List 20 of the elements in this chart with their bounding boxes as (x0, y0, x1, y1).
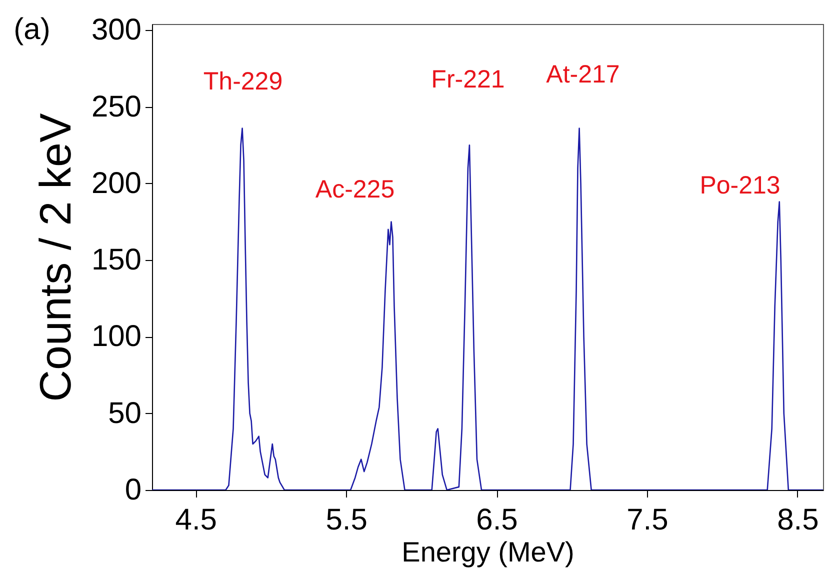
text: (a) (14, 13, 50, 47)
y-axis-title: Counts / 2 keV (31, 112, 80, 402)
x-tick-label: 8.5 (777, 504, 819, 536)
y-tick-label: 200 (91, 166, 142, 200)
x-tick-label: 6.5 (476, 504, 518, 536)
y-tick-label: 0 (124, 474, 142, 506)
y-tick-label: 50 (108, 396, 142, 430)
x-tick-label: 5.5 (326, 504, 368, 536)
annotation: At-217 (546, 60, 620, 90)
annotation: Ac-225 (315, 176, 395, 204)
x-tick-label: 4.5 (175, 504, 217, 536)
annotation: Th-229 (203, 68, 283, 96)
y-tick-label: 250 (91, 90, 142, 124)
x-axis-title: Energy (MeV) (402, 536, 574, 568)
y-tick-label: 100 (91, 320, 142, 354)
x-tick-label: 7.5 (626, 504, 668, 536)
y-tick-label: 300 (91, 14, 142, 47)
annotation: Po-213 (700, 172, 780, 200)
annotation: Fr-221 (431, 66, 505, 94)
y-tick-label: 150 (91, 244, 142, 277)
